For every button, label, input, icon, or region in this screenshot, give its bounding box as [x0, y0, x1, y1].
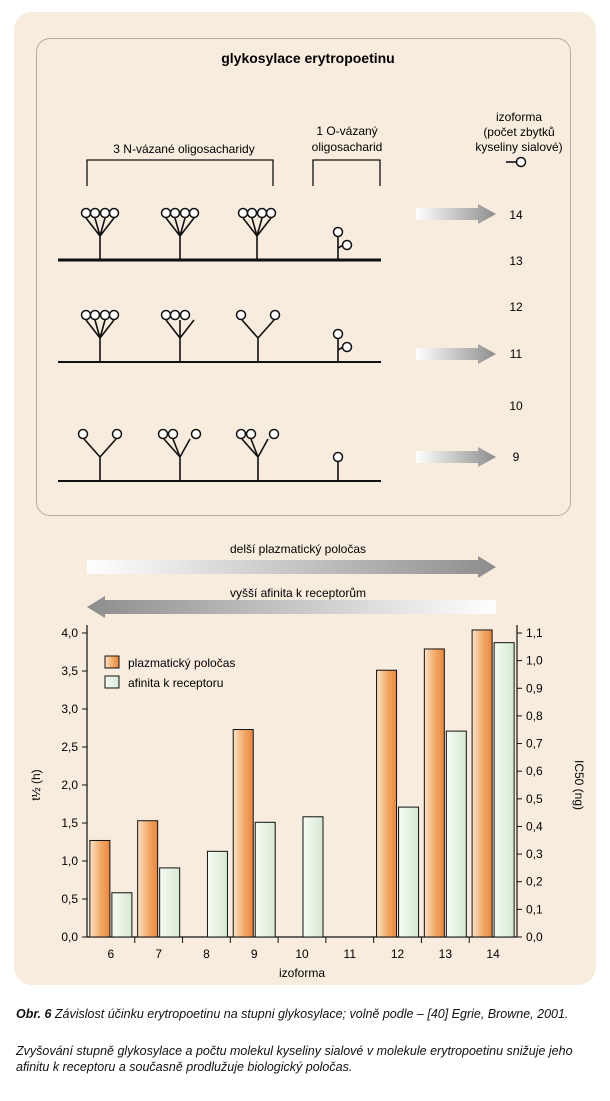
isoform-number: 11 [510, 347, 523, 361]
glycosylation-diagram-box [36, 38, 571, 516]
isoform-number: 12 [509, 300, 523, 314]
caption-text: Závislost účinku erytropoetinu na stupni… [51, 1007, 569, 1021]
caption-label: Obr. 6 [16, 1007, 52, 1021]
isoform-header-2: (počet zbytků [483, 125, 554, 139]
left-tick-label: 1,0 [61, 854, 78, 868]
right-tick-label: 1,0 [526, 654, 543, 668]
bar-half-life [232, 729, 254, 938]
bar-affinity [398, 806, 420, 938]
left-tick-label: 4,0 [61, 626, 78, 640]
bar-half-life [471, 629, 493, 938]
x-tick-label: 14 [486, 947, 500, 961]
right-tick-label: 0,2 [526, 875, 543, 889]
left-tick-label: 3,0 [61, 702, 78, 716]
bar-affinity [445, 730, 467, 938]
x-tick-label: 7 [155, 947, 162, 961]
right-tick-label: 0,1 [526, 902, 543, 916]
n-glycan-tetraantennary [237, 207, 277, 261]
bar-half-life [423, 648, 445, 938]
right-tick-label: 0,3 [526, 847, 543, 861]
diagram-title: glykosylace erytropoetinu [221, 50, 395, 66]
bar-half-life [89, 839, 111, 938]
o-glycan-bracket [312, 159, 381, 186]
x-tick-label: 8 [203, 947, 210, 961]
left-tick-label: 3,5 [61, 664, 78, 678]
left-tick-label: 2,0 [61, 778, 78, 792]
right-tick-label: 1,1 [526, 626, 543, 640]
legend-label-affinity: afinita k receptoru [128, 676, 223, 690]
n-glycan-tetraantennary [80, 207, 120, 261]
isoform-arrow-9 [416, 447, 496, 467]
isoform-header-1: izoforma [496, 110, 542, 124]
n-glycan-triantennary [160, 309, 195, 363]
bar-affinity [302, 816, 324, 938]
right-tick-label: 0,7 [526, 737, 543, 751]
left-tick-label: 1,5 [61, 816, 78, 830]
chart-area: 0,0 0,5 1,0 1,5 2,0 2,5 3,0 3,5 4,0 0,0 0,1 0,2 0,3 0… [29, 625, 586, 980]
o-glycan-label-2: oligosacharid [312, 140, 383, 154]
isoform-number: 14 [509, 208, 523, 222]
figure-canvas: glykosylace erytropoetinu 3 N-vázané oli… [29, 50, 586, 980]
x-tick-label: 6 [108, 947, 115, 961]
sialic-acid-icon [506, 156, 527, 168]
right-tick-label: 0,0 [526, 930, 543, 944]
left-tick-label: 0,5 [61, 892, 78, 906]
n-glycan-biantennary [77, 428, 123, 482]
isoform-arrow-14 [416, 204, 496, 224]
o-glycan-monosialyl [332, 451, 344, 482]
isoform-number: 10 [509, 399, 523, 413]
affinity-arrow-label: vyšší afinita k receptorům [230, 586, 366, 600]
n-glycan-tetraantennary [80, 309, 120, 363]
bar-half-life [137, 820, 159, 938]
left-tick-label: 2,5 [61, 740, 78, 754]
n-glycan-triantennary [235, 428, 280, 482]
legend-swatch-affinity [104, 675, 120, 689]
x-tick-label: 10 [295, 947, 309, 961]
x-tick-label: 9 [251, 947, 258, 961]
o-glycan-disialyl [332, 226, 353, 261]
half-life-arrow-label: delší plazmatický poločas [230, 542, 366, 556]
isoform-number: 13 [509, 254, 523, 268]
isoform-arrow-11 [416, 344, 496, 364]
bar-affinity [254, 821, 276, 938]
x-tick-label: 11 [344, 947, 357, 961]
bar-affinity [493, 642, 515, 938]
x-axis-label: izoforma [279, 966, 325, 980]
legend-swatch-half-life [104, 655, 120, 669]
figure-caption-2: Zvyšování stupně glykosylace a počtu mol… [16, 1044, 573, 1074]
right-tick-label: 0,6 [526, 764, 543, 778]
isoform-header-3: kyseliny sialové) [475, 140, 562, 154]
left-tick-label: 0,0 [61, 930, 78, 944]
bar-affinity [206, 850, 228, 938]
affinity-arrow [87, 596, 496, 618]
n-glycans-label: 3 N-vázané oligosacharidy [113, 142, 254, 156]
right-axis-label: IC50 (ng) [572, 760, 586, 810]
bar-affinity [159, 867, 181, 938]
right-tick-label: 0,5 [526, 792, 543, 806]
isoform-number: 9 [513, 450, 520, 464]
right-tick-label: 0,8 [526, 709, 543, 723]
figure-caption-1: Obr. 6 Závislost účinku erytropoetinu na… [16, 1006, 596, 1022]
left-axis-label: t½ (h) [29, 769, 43, 800]
n-glycan-triantennary [157, 428, 202, 482]
half-life-arrow [87, 556, 496, 578]
n-glycan-tetraantennary [160, 207, 200, 261]
bar-half-life [376, 669, 398, 938]
legend-label-half-life: plazmatický poločas [128, 656, 235, 670]
right-tick-label: 0,4 [526, 819, 543, 833]
n-glycans-bracket [86, 159, 274, 186]
o-glycan-label-1: 1 O-vázaný [316, 124, 377, 138]
bar-affinity [111, 892, 133, 938]
x-tick-label: 12 [391, 947, 405, 961]
right-tick-label: 0,9 [526, 681, 543, 695]
n-glycan-biantennary [235, 309, 281, 363]
x-tick-label: 13 [439, 947, 453, 961]
o-glycan-disialyl [332, 328, 353, 363]
